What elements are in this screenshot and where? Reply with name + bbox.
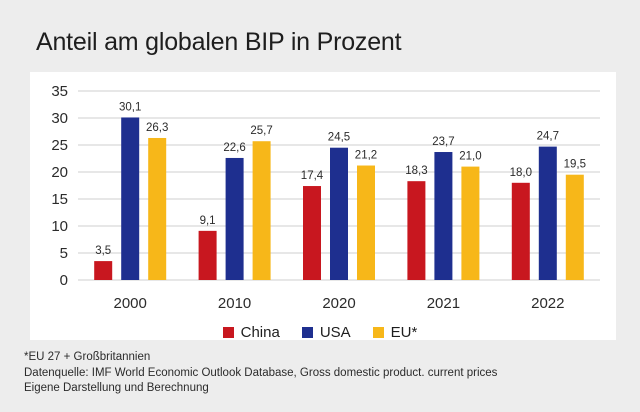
footnotes: *EU 27 + Großbritannien Datenquelle: IMF… (24, 350, 497, 397)
data-label: 30,1 (119, 101, 141, 113)
y-tick-label: 20 (51, 164, 68, 181)
data-label: 21,0 (459, 151, 481, 163)
data-label: 22,6 (223, 142, 245, 154)
bar-usa (434, 152, 453, 280)
y-tick-label: 15 (51, 191, 68, 208)
data-label: 24,7 (537, 131, 559, 143)
bar-eu (565, 174, 584, 280)
data-label: 21,2 (355, 150, 377, 162)
bar-usa (330, 147, 348, 280)
x-tick-label: 2020 (322, 295, 355, 312)
legend-swatch (222, 327, 234, 338)
bar-china (407, 181, 426, 280)
y-tick-label: 10 (51, 218, 68, 235)
bar-china (303, 186, 321, 280)
data-label: 26,3 (146, 122, 168, 134)
data-label: 24,5 (328, 132, 350, 144)
data-label: 18,0 (510, 167, 532, 179)
y-tick-label: 30 (51, 110, 68, 127)
footnote-source: Datenquelle: IMF World Economic Outlook … (24, 366, 498, 379)
bar-usa (538, 146, 557, 280)
x-tick-label: 2010 (218, 295, 251, 312)
footnote-method: Eigene Darstellung und Berechnung (24, 382, 209, 394)
legend-swatch (372, 327, 384, 338)
legend-item: EU* (372, 324, 418, 341)
bar-eu (357, 165, 375, 280)
bar-eu (148, 137, 167, 280)
bar-china (511, 182, 530, 280)
legend-item: USA (301, 324, 351, 341)
bar-usa (225, 157, 244, 280)
x-tick-label: 2022 (531, 295, 564, 312)
x-tick-label: 2000 (114, 295, 147, 312)
y-tick-label: 0 (60, 272, 68, 289)
footnote-eu: *EU 27 + Großbritannien (24, 351, 151, 363)
y-tick-label: 25 (51, 137, 68, 154)
data-label: 3,5 (95, 245, 111, 257)
x-tick-label: 2021 (427, 295, 460, 312)
data-label: 23,7 (432, 136, 454, 148)
legend-label: China (240, 324, 280, 341)
bar-china (198, 230, 217, 280)
bar-china (94, 261, 113, 280)
data-label: 17,4 (301, 170, 324, 182)
legend-item: China (222, 324, 280, 341)
data-label: 9,1 (200, 215, 216, 227)
legend-label: EU* (390, 324, 418, 341)
y-tick-label: 35 (51, 83, 68, 100)
bar-eu (252, 141, 271, 280)
data-label: 25,7 (250, 125, 272, 137)
bar-usa (121, 117, 140, 281)
bar-eu (461, 166, 480, 280)
legend-swatch (301, 327, 313, 338)
chart-legend: China USA EU* (0, 324, 640, 341)
y-tick-label: 5 (60, 245, 68, 262)
chart-panel: 0 5 10 15 20 25 30 35 3,5 30,1 26,3 2000 9,1 22,6 25,7… (30, 72, 616, 340)
legend-label: USA (319, 324, 351, 341)
bar-chart: 0 5 10 15 20 25 30 35 3,5 30,1 26,3 2000 9,1 22,6 25,7… (51, 83, 600, 312)
data-label: 19,5 (564, 159, 586, 171)
chart-title: Anteil am globalen BIP in Prozent (36, 28, 402, 56)
data-label: 18,3 (405, 165, 427, 177)
